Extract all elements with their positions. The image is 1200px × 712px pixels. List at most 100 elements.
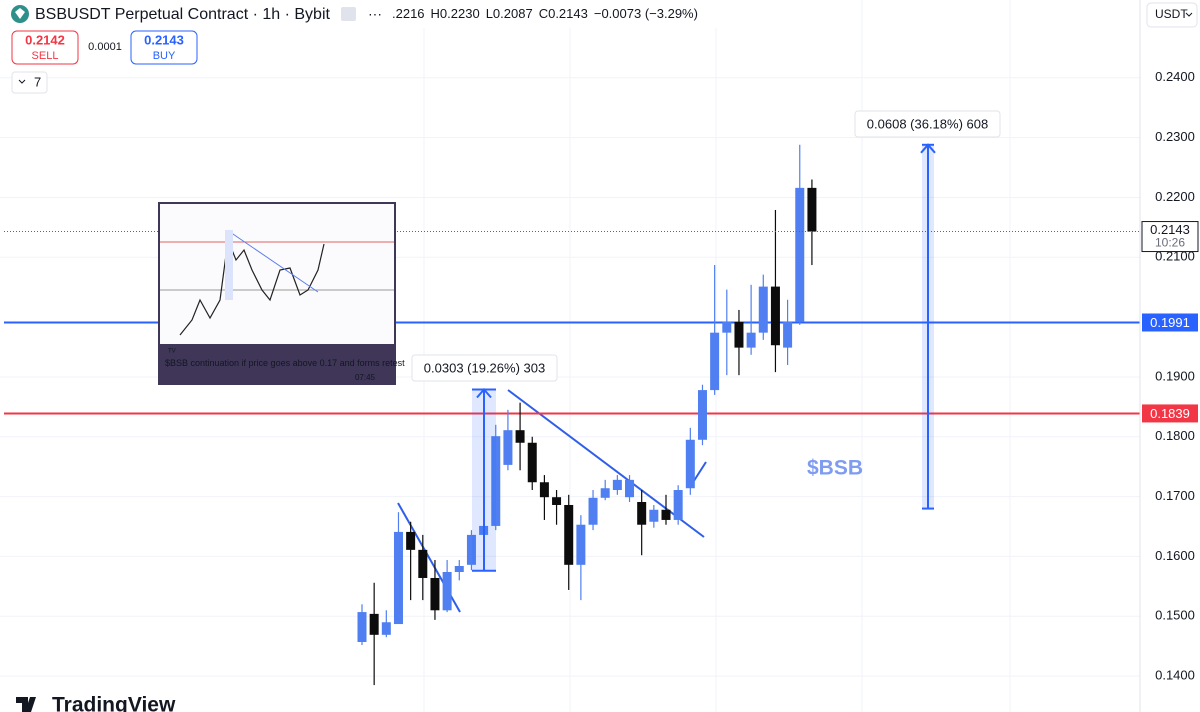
candle-body: [503, 430, 513, 465]
inset-chart: [160, 204, 394, 344]
spread: 0.0001: [88, 41, 122, 53]
currency: USDT: [1155, 7, 1188, 21]
buy-price: 0.2143: [144, 32, 184, 47]
candle-body: [491, 436, 501, 526]
candle-body: [637, 501, 647, 525]
candle-body: [673, 490, 683, 520]
inset-trend: [229, 231, 319, 293]
y-tick-label: 0.1800: [1155, 428, 1195, 443]
inset-time: 07:45: [355, 373, 376, 382]
level-label: 0.1991: [1150, 315, 1190, 330]
candle-body: [807, 187, 817, 232]
candle-body: [625, 479, 635, 498]
y-tick-label: 0.1400: [1155, 668, 1195, 683]
logo-glyph: [15, 8, 25, 19]
branding: TradingView: [16, 694, 176, 712]
y-tick-label: 0.2300: [1155, 129, 1195, 144]
candle-body: [758, 286, 768, 333]
candle-body: [418, 549, 428, 578]
candle-body: [381, 622, 391, 635]
candle-body: [552, 497, 562, 505]
inset-logo: TV: [168, 349, 176, 355]
last-price-label: 0.2143: [1150, 222, 1190, 237]
header: BSBUSDT Perpetual Contract · 1h · Bybit …: [0, 0, 1198, 28]
chevron: [18, 79, 26, 84]
y-tick-label: 0.1700: [1155, 488, 1195, 503]
ohlc-item: C0.2143: [539, 6, 588, 21]
more-icon[interactable]: ···: [368, 6, 382, 22]
candle-body: [600, 488, 610, 498]
sell-price: 0.2142: [25, 32, 65, 47]
candle-body: [746, 332, 756, 348]
axis-bg: [1140, 0, 1200, 712]
tv-logo: [16, 697, 36, 712]
candle-body: [454, 566, 464, 572]
candle-body: [466, 534, 476, 565]
trade-panel: 0.2142 SELL 0.0001 0.2143 BUY 7: [11, 30, 198, 94]
candle-body: [685, 439, 695, 489]
annotation: $BSB: [807, 457, 863, 480]
symbol-title: BSBUSDT Perpetual Contract · 1h · Bybit: [35, 6, 330, 23]
y-tick-label: 0.2200: [1155, 189, 1195, 204]
measure-label: 0.0303 (19.26%) 303: [424, 360, 545, 375]
header-bg: [0, 0, 760, 28]
measure-label-bg: [854, 110, 1001, 138]
candle-body: [430, 577, 440, 611]
candle-body: [393, 531, 403, 625]
y-tick-label: 0.1900: [1155, 368, 1195, 383]
indicators-count: 7: [34, 74, 41, 89]
caption-text: $BSB continuation if price goes above 0.…: [165, 358, 405, 368]
measure-label-bg: [411, 354, 558, 382]
candle-body: [649, 509, 659, 522]
ohlc-item: −0.0073 (−3.29%): [594, 6, 698, 21]
indicators-toggle[interactable]: [11, 71, 48, 94]
candle-body: [588, 497, 598, 525]
candle-body: [795, 187, 805, 322]
ohlc-item: .2216: [392, 6, 425, 21]
ohlc: .2216 H0.2230 L0.2087 C0.2143 −0.0073 (−3.29…: [392, 6, 698, 21]
buy-button[interactable]: [130, 30, 198, 65]
chevron: [1185, 12, 1193, 17]
measure-label: 0.0608 (36.18%) 608: [867, 116, 988, 131]
y-tick-label: 0.2100: [1155, 249, 1195, 264]
candle-body: [539, 482, 549, 498]
inset-image: TV $BSB continuation if price goes above…: [158, 202, 405, 385]
last-price-time: 10:26: [1155, 236, 1185, 250]
price-axis: 0.1400 0.1500 0.1600 0.1700 0.1800 0.1900 0.21…: [1139, 0, 1200, 712]
candle-body: [515, 430, 525, 443]
currency-button[interactable]: [1146, 2, 1198, 28]
candle-body: [770, 286, 780, 346]
candle-body: [576, 524, 586, 565]
candle-body: [697, 390, 707, 440]
eye-icon[interactable]: [341, 7, 356, 21]
level-label-bg: [1142, 404, 1198, 423]
buy-label: BUY: [153, 50, 176, 62]
candle-body: [357, 612, 367, 642]
arrow-head: [476, 387, 492, 399]
candle-body: [722, 321, 732, 333]
inset-price: [179, 237, 325, 336]
sell-button[interactable]: [11, 30, 79, 65]
candle-body: [783, 321, 793, 348]
inset-caption: $BSB continuation if price goes above 0.…: [165, 358, 405, 368]
sell-label: SELL: [32, 50, 59, 62]
candle-body: [369, 613, 379, 635]
y-tick-label: 0.2400: [1155, 69, 1195, 84]
candle-body: [612, 479, 622, 491]
candle-body: [661, 509, 671, 520]
ohlc-item: H0.2230: [431, 6, 480, 21]
y-tick-label: 0.1600: [1155, 548, 1195, 563]
candle-body: [406, 531, 416, 550]
candle-body: [527, 442, 537, 483]
level-label-bg: [1142, 313, 1198, 332]
brand-name: TradingView: [52, 694, 176, 712]
ohlc-item: L0.2087: [486, 6, 533, 21]
candle-body: [734, 321, 744, 348]
candle-body: [710, 332, 720, 391]
y-tick-label: 0.1500: [1155, 608, 1195, 623]
candle-body: [564, 504, 574, 565]
arrow-head: [920, 143, 936, 154]
candle-body: [442, 571, 452, 611]
last-price-bg: [1141, 221, 1199, 253]
